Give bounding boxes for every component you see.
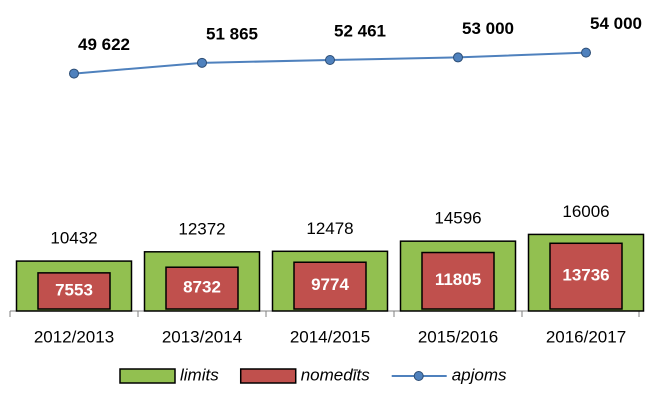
value-label: 52 461: [334, 21, 386, 40]
legend-marker: [413, 371, 424, 381]
value-label: 12478: [306, 219, 353, 238]
x-tick-label: 2014/2015: [290, 327, 370, 346]
legend-swatch: [239, 368, 297, 384]
marker: [581, 47, 591, 58]
bar: [37, 272, 111, 310]
marker: [197, 57, 207, 68]
value-label: 10432: [50, 229, 97, 248]
bar: [421, 251, 495, 310]
marker: [69, 68, 79, 79]
x-tick-label: 2013/2014: [162, 327, 242, 346]
value-label: 11805: [435, 270, 481, 289]
value-label: 12372: [178, 219, 225, 238]
legend-swatch: [119, 368, 176, 384]
legend-label: apjoms: [452, 365, 507, 384]
value-label: 13736: [562, 266, 609, 285]
bar: [549, 242, 623, 310]
value-label: 14596: [434, 209, 481, 228]
marker: [325, 54, 335, 65]
legend-label: nomedīts: [301, 365, 370, 384]
value-label: 49 622: [78, 35, 130, 54]
x-tick-label: 2012/2013: [34, 327, 114, 346]
value-label: 7553: [55, 280, 93, 299]
marker: [453, 52, 463, 63]
value-label: 53 000: [462, 19, 514, 38]
x-tick-label: 2016/2017: [546, 327, 626, 346]
value-label: 16006: [562, 202, 609, 221]
value-label: 54 000: [590, 14, 642, 33]
x-tick-label: 2015/2016: [418, 327, 498, 346]
value-label: 51 865: [206, 24, 258, 43]
value-label: 8732: [183, 278, 221, 297]
bar: [165, 266, 239, 310]
legend-label: limits: [180, 365, 219, 384]
bar: [293, 261, 367, 310]
value-label: 9774: [311, 275, 349, 294]
